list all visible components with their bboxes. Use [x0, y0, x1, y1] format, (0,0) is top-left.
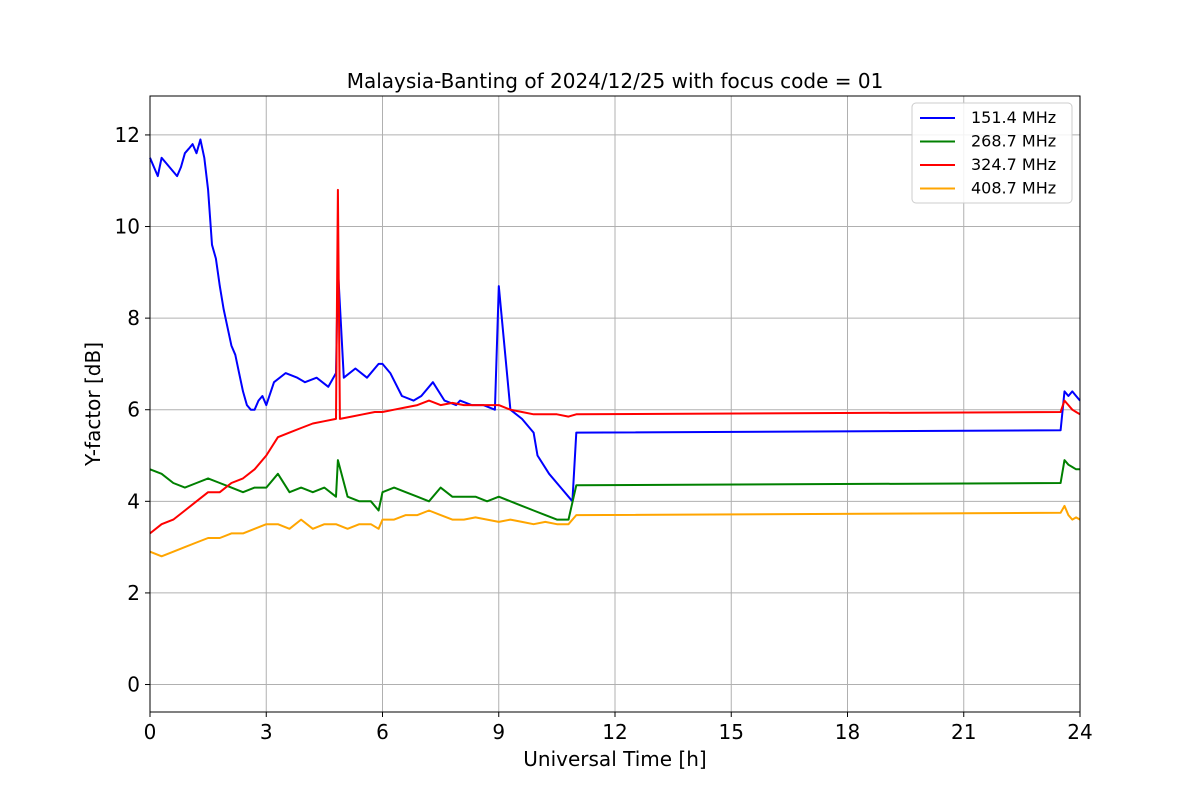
- y-tick-label: 8: [127, 306, 140, 330]
- legend-label: 324.7 MHz: [971, 155, 1056, 174]
- chart-title: Malaysia-Banting of 2024/12/25 with focu…: [347, 69, 884, 93]
- x-tick-label: 0: [144, 720, 157, 744]
- y-axis-label: Y-factor [dB]: [81, 342, 105, 467]
- y-tick-label: 6: [127, 398, 140, 422]
- y-axis-ticks: 0 2 4 6 8 10 12: [115, 123, 150, 697]
- y-tick-label: 10: [115, 215, 140, 239]
- series-line-324-7-mhz: [149, 188, 1081, 535]
- x-tick-label: 12: [602, 720, 627, 744]
- x-tick-label: 15: [719, 720, 744, 744]
- x-tick-label: 18: [835, 720, 860, 744]
- legend-label: 151.4 MHz: [971, 108, 1056, 127]
- x-tick-label: 6: [376, 720, 389, 744]
- legend-label: 408.7 MHz: [971, 179, 1056, 198]
- x-tick-label: 3: [260, 720, 273, 744]
- series-line-151-4-mhz: [149, 138, 1081, 503]
- legend-box: [911, 102, 1073, 204]
- x-tick-label: 9: [492, 720, 505, 744]
- series-line-268-7-mhz: [149, 459, 1080, 521]
- y-tick-label: 2: [127, 581, 140, 605]
- x-axis-label: Universal Time [h]: [523, 747, 706, 771]
- x-tick-label: 21: [951, 720, 976, 744]
- series-line-408-7-mhz: [149, 504, 1081, 558]
- y-tick-label: 12: [115, 123, 140, 147]
- x-tick-label: 24: [1067, 720, 1092, 744]
- y-tick-label: 0: [127, 673, 140, 697]
- series-group: [149, 138, 1081, 558]
- x-axis-ticks: 0 3 6 9 12 15 18 21 24: [144, 712, 1093, 744]
- y-tick-label: 4: [127, 489, 140, 513]
- legend-label: 268.7 MHz: [971, 132, 1056, 151]
- legend: 151.4 MHz 268.7 MHz 324.7 MHz 408.7 MHz: [911, 102, 1073, 204]
